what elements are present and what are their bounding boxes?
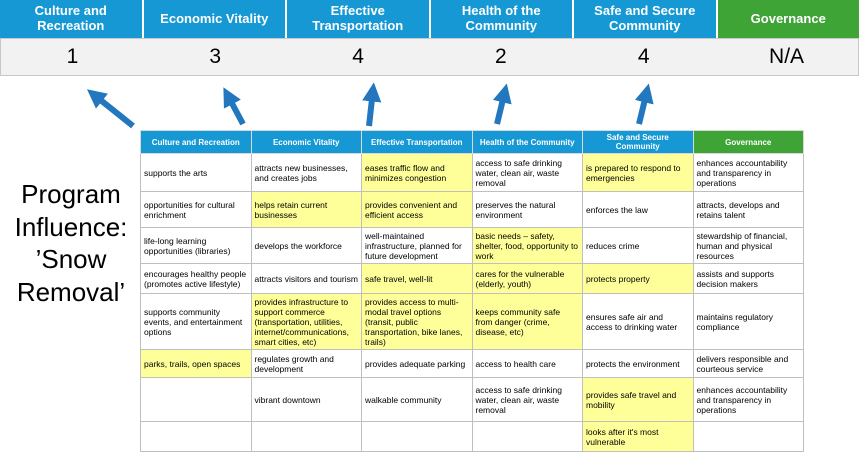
matrix-body: supports the arts attracts new businesses… (140, 153, 804, 453)
pillar-banner: Culture and Recreation Economic Vitality… (0, 0, 859, 38)
matrix-cell: attracts, develops and retains talent (692, 191, 804, 229)
matrix-row: supports community events, and entertain… (140, 293, 804, 351)
matrix-header-safe-and-secure-community: Safe and Secure Community (582, 129, 694, 155)
pillar-governance: Governance (717, 0, 859, 38)
matrix-cell: reduces crime (582, 227, 694, 265)
score-governance: N/A (769, 45, 805, 68)
matrix-cell: walkable community (361, 377, 473, 423)
matrix-cell: vibrant downtown (250, 377, 362, 423)
matrix-cell: encourages healthy people (promotes acti… (140, 263, 252, 295)
matrix-cell: assists and supports decision makers (692, 263, 804, 295)
matrix-cell-highlighted: provides infrastructure to support comme… (250, 293, 362, 351)
arrows-layer (87, 82, 654, 129)
matrix-cell: access to safe drinking water, clean air… (471, 377, 583, 423)
matrix-cell: ensures safe air and access to drinking … (582, 293, 694, 351)
matrix-cell: attracts visitors and tourism (250, 263, 362, 295)
matrix-cell: enhances accountability and transparency… (692, 377, 804, 423)
matrix-header-economic-vitality: Economic Vitality (250, 129, 362, 155)
matrix-cell: access to safe drinking water, clean air… (471, 153, 583, 193)
matrix-cell: stewardship of financial, human and phys… (692, 227, 804, 265)
matrix-cell: enforces the law (582, 191, 694, 229)
matrix-header-row: Culture and Recreation Economic Vitality E… (140, 129, 804, 155)
matrix-cell: develops the workforce (250, 227, 362, 265)
arrow-up-icon (492, 83, 512, 125)
matrix-cell: supports the arts (140, 153, 252, 193)
matrix-cell-highlighted: parks, trails, open spaces (140, 349, 252, 379)
arrow-up-icon (362, 82, 382, 127)
matrix-cell: access to health care (471, 349, 583, 379)
pillar-label: Culture and Recreation (34, 3, 107, 33)
matrix-cell: supports community events, and entertain… (140, 293, 252, 351)
score-health-community: 2 (495, 45, 507, 68)
pillar-safe-secure-community: Safe and Secure Community (574, 0, 716, 38)
program-influence-label: Program Influence: ’Snow Removal’ (14, 179, 128, 307)
matrix-cell: provides adequate parking (361, 349, 473, 379)
score-economic-vitality: 3 (209, 45, 222, 68)
matrix-row: supports the arts attracts new businesses… (140, 153, 804, 193)
matrix-cell: life-long learning opportunities (librar… (140, 227, 252, 265)
matrix-cell-highlighted: cares for the vulnerable (elderly, youth… (471, 263, 583, 295)
pillar-economic-vitality: Economic Vitality (143, 0, 285, 38)
pillar-label: Health of the Community (461, 3, 541, 33)
matrix-cell: opportunities for cultural enrichment (140, 191, 252, 229)
pillar-culture-recreation: Culture and Recreation (0, 0, 142, 38)
matrix-cell-highlighted: looks after it's most vulnerable (582, 421, 694, 453)
matrix-cell: well-maintained infrastructure, planned … (361, 227, 473, 265)
matrix-row: looks after it's most vulnerable (140, 421, 804, 453)
matrix-row: opportunities for cultural enrichment hel… (140, 191, 804, 229)
matrix-cell: attracts new businesses, and creates job… (250, 153, 362, 193)
pillar-health-community: Health of the Community (430, 0, 572, 38)
matrix-cell: maintains regulatory compliance (692, 293, 804, 351)
score-safe-secure-community: 4 (637, 45, 650, 68)
pillar-label: Economic Vitality (160, 10, 269, 26)
matrix-cell (471, 421, 583, 453)
pillar-label: Effective Transportation (312, 3, 404, 33)
matrix-cell (361, 421, 473, 453)
matrix-cell: delivers responsible and courteous servi… (692, 349, 804, 379)
pillar-label: Governance (750, 10, 826, 26)
matrix-header-effective-transportation: Effective Transportation (361, 129, 473, 155)
matrix-cell-highlighted: provides safe travel and mobility (582, 377, 694, 423)
matrix-cell (250, 421, 362, 453)
matrix-row: life-long learning opportunities (librar… (140, 227, 804, 265)
matrix-cell: protects the environment (582, 349, 694, 379)
score-effective-transportation: 4 (352, 45, 364, 68)
matrix-row: encourages healthy people (promotes acti… (140, 263, 804, 295)
score-strip: 1 3 4 2 4 N/A (0, 38, 859, 76)
matrix-cell-highlighted: eases traffic flow and minimizes congest… (361, 153, 473, 193)
matrix-cell-highlighted: protects property (582, 263, 694, 295)
matrix-row: parks, trails, open spaces regulates grow… (140, 349, 804, 379)
arrow-up-icon (87, 89, 135, 129)
matrix-header-governance: Governance (692, 129, 804, 155)
matrix-cell-highlighted: is prepared to respond to emergencies (582, 153, 694, 193)
matrix-header-culture-and-recreation: Culture and Recreation (140, 129, 252, 155)
matrix-cell: enhances accountability and transparency… (692, 153, 804, 193)
score-culture-recreation: 1 (66, 45, 79, 68)
matrix-cell-highlighted: provides convenient and efficient access (361, 191, 473, 229)
pillar-label: Safe and Secure Community (594, 3, 696, 33)
arrow-up-icon (223, 87, 246, 126)
arrow-up-icon (634, 83, 654, 125)
matrix-cell: preserves the natural environment (471, 191, 583, 229)
matrix-header-health-of-the-community: Health of the Community (471, 129, 583, 155)
matrix-cell (692, 421, 804, 453)
matrix-cell: regulates growth and development (250, 349, 362, 379)
matrix-cell (140, 377, 252, 423)
matrix-cell-highlighted: provides access to multi-modal travel op… (361, 293, 473, 351)
pillar-effective-transportation: Effective Transportation (287, 0, 429, 38)
matrix-cell-highlighted: basic needs – safety, shelter, food, opp… (471, 227, 583, 265)
influence-matrix: Culture and Recreation Economic Vitality E… (140, 129, 804, 453)
matrix-row: vibrant downtown walkable community access… (140, 377, 804, 423)
matrix-cell (140, 421, 252, 453)
matrix-cell-highlighted: helps retain current businesses (250, 191, 362, 229)
matrix-cell-highlighted: keeps community safe from danger (crime,… (471, 293, 583, 351)
matrix-cell-highlighted: safe travel, well-lit (361, 263, 473, 295)
